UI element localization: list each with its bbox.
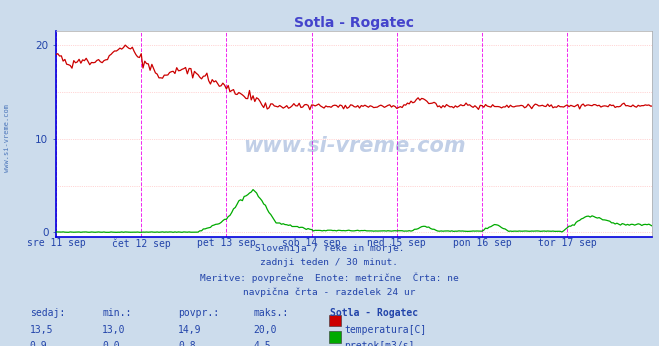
- Text: 0,9: 0,9: [30, 341, 47, 346]
- Text: maks.:: maks.:: [254, 308, 289, 318]
- Text: temperatura[C]: temperatura[C]: [344, 325, 426, 335]
- Title: Sotla - Rogatec: Sotla - Rogatec: [294, 16, 415, 30]
- Text: sedaj:: sedaj:: [30, 308, 65, 318]
- Text: 14,9: 14,9: [178, 325, 202, 335]
- Text: Meritve: povprečne  Enote: metrične  Črta: ne: Meritve: povprečne Enote: metrične Črta:…: [200, 273, 459, 283]
- Text: 0,0: 0,0: [102, 341, 120, 346]
- Text: pretok[m3/s]: pretok[m3/s]: [344, 341, 415, 346]
- Text: 13,0: 13,0: [102, 325, 126, 335]
- Text: www.si-vreme.com: www.si-vreme.com: [243, 136, 465, 156]
- Text: povpr.:: povpr.:: [178, 308, 219, 318]
- Text: navpična črta - razdelek 24 ur: navpična črta - razdelek 24 ur: [243, 288, 416, 297]
- Text: 13,5: 13,5: [30, 325, 53, 335]
- Text: zadnji teden / 30 minut.: zadnji teden / 30 minut.: [260, 258, 399, 267]
- Text: Sotla - Rogatec: Sotla - Rogatec: [330, 308, 418, 318]
- Text: 0,8: 0,8: [178, 341, 196, 346]
- Text: 20,0: 20,0: [254, 325, 277, 335]
- Text: min.:: min.:: [102, 308, 132, 318]
- Text: 4,5: 4,5: [254, 341, 272, 346]
- Text: www.si-vreme.com: www.si-vreme.com: [3, 104, 10, 172]
- Text: Slovenija / reke in morje.: Slovenija / reke in morje.: [255, 244, 404, 253]
